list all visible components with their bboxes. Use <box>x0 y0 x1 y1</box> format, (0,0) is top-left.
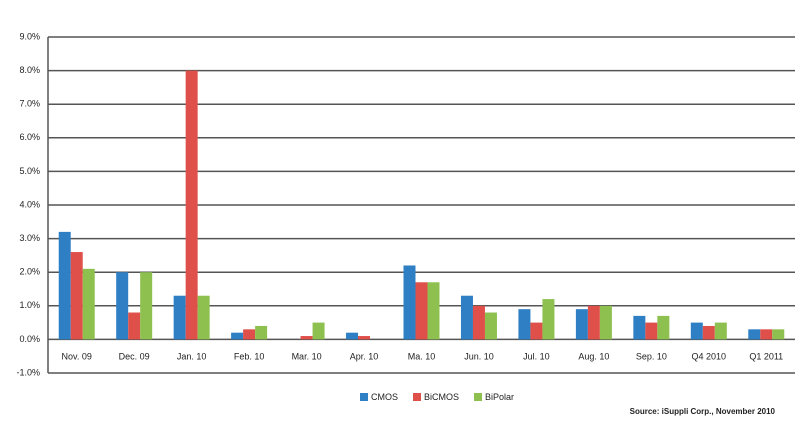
bar <box>197 295 210 340</box>
y-tick-label: 2.0% <box>19 267 40 277</box>
legend-marker <box>413 393 421 401</box>
x-tick-label: Q4 2010 <box>692 351 727 361</box>
bar <box>243 329 256 340</box>
bar <box>714 322 727 340</box>
y-tick-label: 9.0% <box>19 31 40 41</box>
legend-label: CMOS <box>371 392 398 402</box>
bar <box>460 295 473 340</box>
y-tick-label: 0.0% <box>19 334 40 344</box>
bar <box>518 309 531 340</box>
y-tick-label: 6.0% <box>19 132 40 142</box>
x-tick-label: Dec. 09 <box>119 351 150 361</box>
x-tick-label: Jan. 10 <box>177 351 207 361</box>
bar <box>312 322 325 340</box>
y-tick-label: 4.0% <box>19 199 40 209</box>
bar <box>173 295 186 340</box>
y-tick-label: 8.0% <box>19 65 40 75</box>
legend-marker <box>360 393 368 401</box>
bar <box>70 252 83 340</box>
legend-marker <box>474 393 483 401</box>
bar <box>116 272 129 340</box>
y-tick-label: 1.0% <box>19 300 40 310</box>
bar <box>657 315 670 340</box>
x-tick-label: Mar. 10 <box>292 351 322 361</box>
x-tick-label: Jun. 10 <box>464 351 494 361</box>
legend-label: BiPolar <box>485 392 514 402</box>
bar <box>760 329 773 340</box>
bar <box>185 70 198 340</box>
bar <box>358 336 371 340</box>
bar <box>427 282 440 340</box>
bar <box>748 329 761 340</box>
x-tick-label: Nov. 09 <box>62 351 92 361</box>
bar <box>542 299 555 340</box>
bar <box>484 312 497 340</box>
x-tick-label: Feb. 10 <box>234 351 265 361</box>
bar <box>231 332 244 340</box>
y-tick-label: 5.0% <box>19 166 40 176</box>
x-tick-label: Jul. 10 <box>523 351 550 361</box>
bar <box>472 305 485 340</box>
bar <box>82 268 95 340</box>
bar <box>140 272 153 340</box>
bar <box>403 265 416 340</box>
bar <box>128 312 141 340</box>
x-tick-label: Q1 2011 <box>749 351 783 361</box>
bar <box>58 231 71 340</box>
bar <box>530 322 543 340</box>
bar <box>300 336 313 340</box>
bar <box>702 325 715 340</box>
x-tick-label: Ma. 10 <box>408 351 436 361</box>
y-tick-label: 7.0% <box>19 99 40 109</box>
y-tick-label: 3.0% <box>19 233 40 243</box>
bar <box>575 309 588 340</box>
bar <box>599 305 612 340</box>
bar <box>633 315 646 340</box>
bar <box>587 305 600 340</box>
x-tick-label: Apr. 10 <box>350 351 379 361</box>
x-tick-label: Sep. 10 <box>636 351 667 361</box>
bar <box>645 322 658 340</box>
bar <box>415 282 428 340</box>
bar <box>690 322 703 340</box>
y-tick-label: -1.0% <box>16 367 40 377</box>
legend-label: BiCMOS <box>424 392 459 402</box>
x-tick-label: Aug. 10 <box>578 351 609 361</box>
source-note: Source: iSuppli Corp., November 2010 <box>630 407 776 416</box>
bar <box>346 332 359 340</box>
bar <box>255 325 268 340</box>
bar <box>772 329 785 340</box>
